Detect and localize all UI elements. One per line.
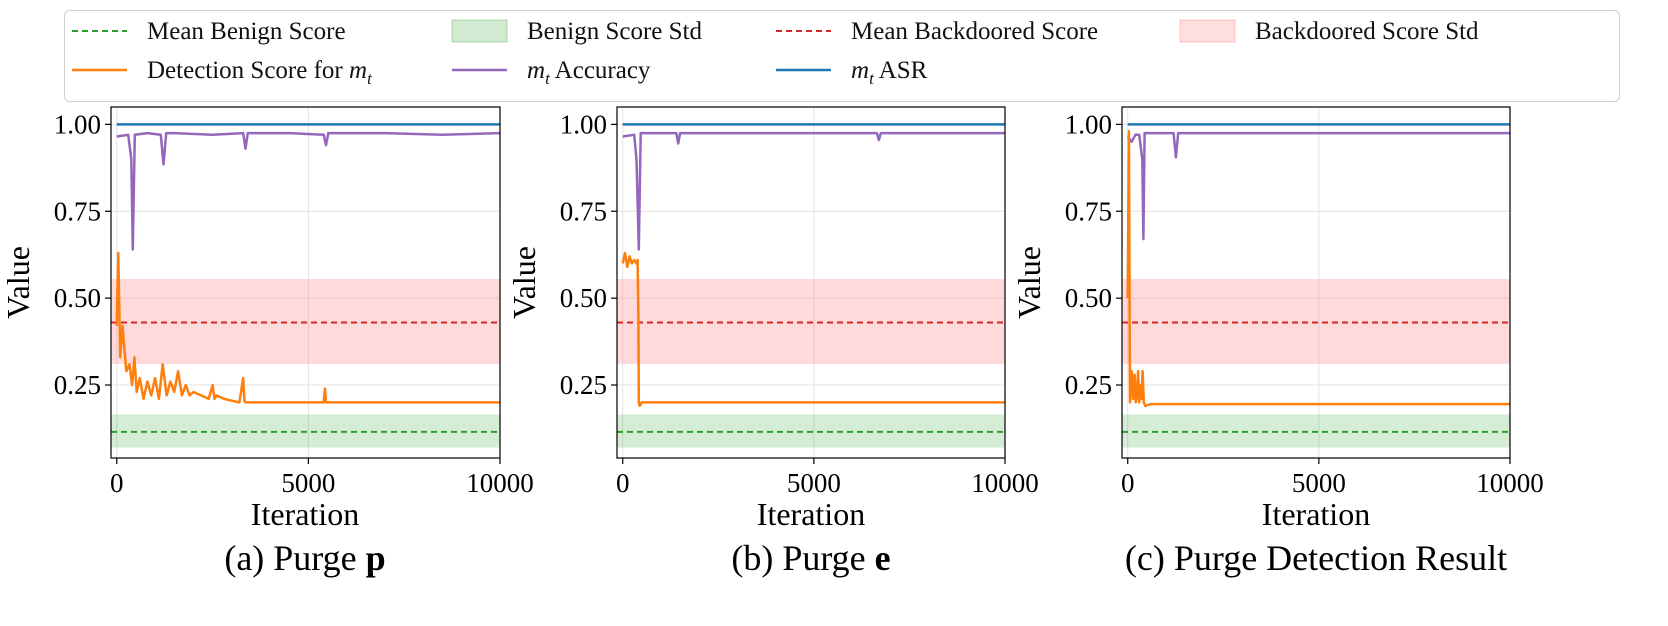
x-axis-label: Iteration	[251, 496, 359, 532]
x-tick-label: 5000	[1292, 468, 1346, 498]
legend-label: mt Accuracy	[527, 57, 651, 88]
detection-score-series	[621, 251, 1005, 408]
legend-item-2: Benign Score Std	[451, 18, 702, 45]
y-tick-label: 0.75	[560, 196, 607, 226]
x-tick-label: 10000	[1476, 468, 1544, 498]
legend-item-0: Mean Benign Score	[72, 18, 346, 45]
y-tick-label: 1.00	[560, 109, 607, 139]
accuracy-series	[622, 131, 1005, 251]
legend-item-6: Backdoored Score Std	[1179, 18, 1479, 45]
y-tick-label: 1.00	[1065, 109, 1112, 139]
x-tick-label: 0	[110, 468, 124, 498]
panel-caption: (b) Purge e	[731, 538, 890, 578]
detection-score-series	[1126, 130, 1510, 408]
plot-frame	[110, 106, 501, 459]
legend	[64, 10, 1620, 102]
y-tick-label: 0.75	[54, 196, 101, 226]
x-axis-label: Iteration	[1262, 496, 1370, 532]
legend-label: Mean Benign Score	[147, 18, 346, 45]
x-tick-label: 0	[616, 468, 630, 498]
plot-frame	[616, 106, 1006, 459]
legend-entries: Mean Benign Score Detection Score for mt B…	[72, 18, 1479, 88]
legend-item-4: Mean Backdoored Score	[776, 18, 1098, 45]
y-axis-label: Value	[0, 246, 36, 319]
chart-panel-3: 0.25 0.50 0.75 1.00 0 5000 10000 Iteration Value…	[1011, 106, 1544, 578]
legend-label: Backdoored Score Std	[1255, 18, 1479, 45]
legend-label: Benign Score Std	[527, 18, 702, 45]
chart-panel-2: 0.25 0.50 0.75 1.00 0 5000 10000 Iteration Value…	[506, 106, 1039, 578]
y-tick-label: 0.25	[54, 370, 101, 400]
legend-item-5: mt ASR	[776, 57, 928, 88]
legend-swatch	[1179, 19, 1236, 43]
y-axis-label: Value	[506, 246, 542, 319]
accuracy-series	[1126, 131, 1510, 241]
y-tick-label: 0.50	[1065, 283, 1112, 313]
x-tick-label: 0	[1121, 468, 1135, 498]
x-tick-label: 5000	[281, 468, 335, 498]
y-tick-label: 0.50	[560, 283, 607, 313]
legend-item-1: Detection Score for mt	[72, 57, 373, 88]
y-tick-label: 1.00	[54, 109, 101, 139]
y-tick-label: 0.25	[1065, 370, 1112, 400]
y-tick-label: 0.75	[1065, 196, 1112, 226]
chart-panels: 0.25 0.50 0.75 1.00 0 5000 10000 Iteration Value…	[0, 106, 1544, 578]
legend-label: Detection Score for mt	[147, 57, 373, 88]
panel-caption: (c) Purge Detection Result	[1125, 538, 1507, 578]
y-axis-label: Value	[1011, 246, 1047, 319]
panel-caption: (a) Purge p	[224, 538, 385, 578]
legend-label: Mean Backdoored Score	[851, 18, 1098, 45]
chart-panel-1: 0.25 0.50 0.75 1.00 0 5000 10000 Iteration Value…	[0, 106, 534, 578]
detection-score-series	[115, 251, 500, 404]
accuracy-series	[116, 131, 500, 251]
x-tick-label: 10000	[971, 468, 1039, 498]
x-axis-label: Iteration	[757, 496, 865, 532]
plot-frame	[1121, 106, 1511, 459]
x-tick-label: 5000	[787, 468, 841, 498]
legend-swatch	[451, 19, 508, 43]
legend-label: mt ASR	[851, 57, 928, 88]
x-tick-label: 10000	[466, 468, 534, 498]
legend-item-3: mt Accuracy	[452, 57, 651, 88]
y-tick-label: 0.25	[560, 370, 607, 400]
y-tick-label: 0.50	[54, 283, 101, 313]
